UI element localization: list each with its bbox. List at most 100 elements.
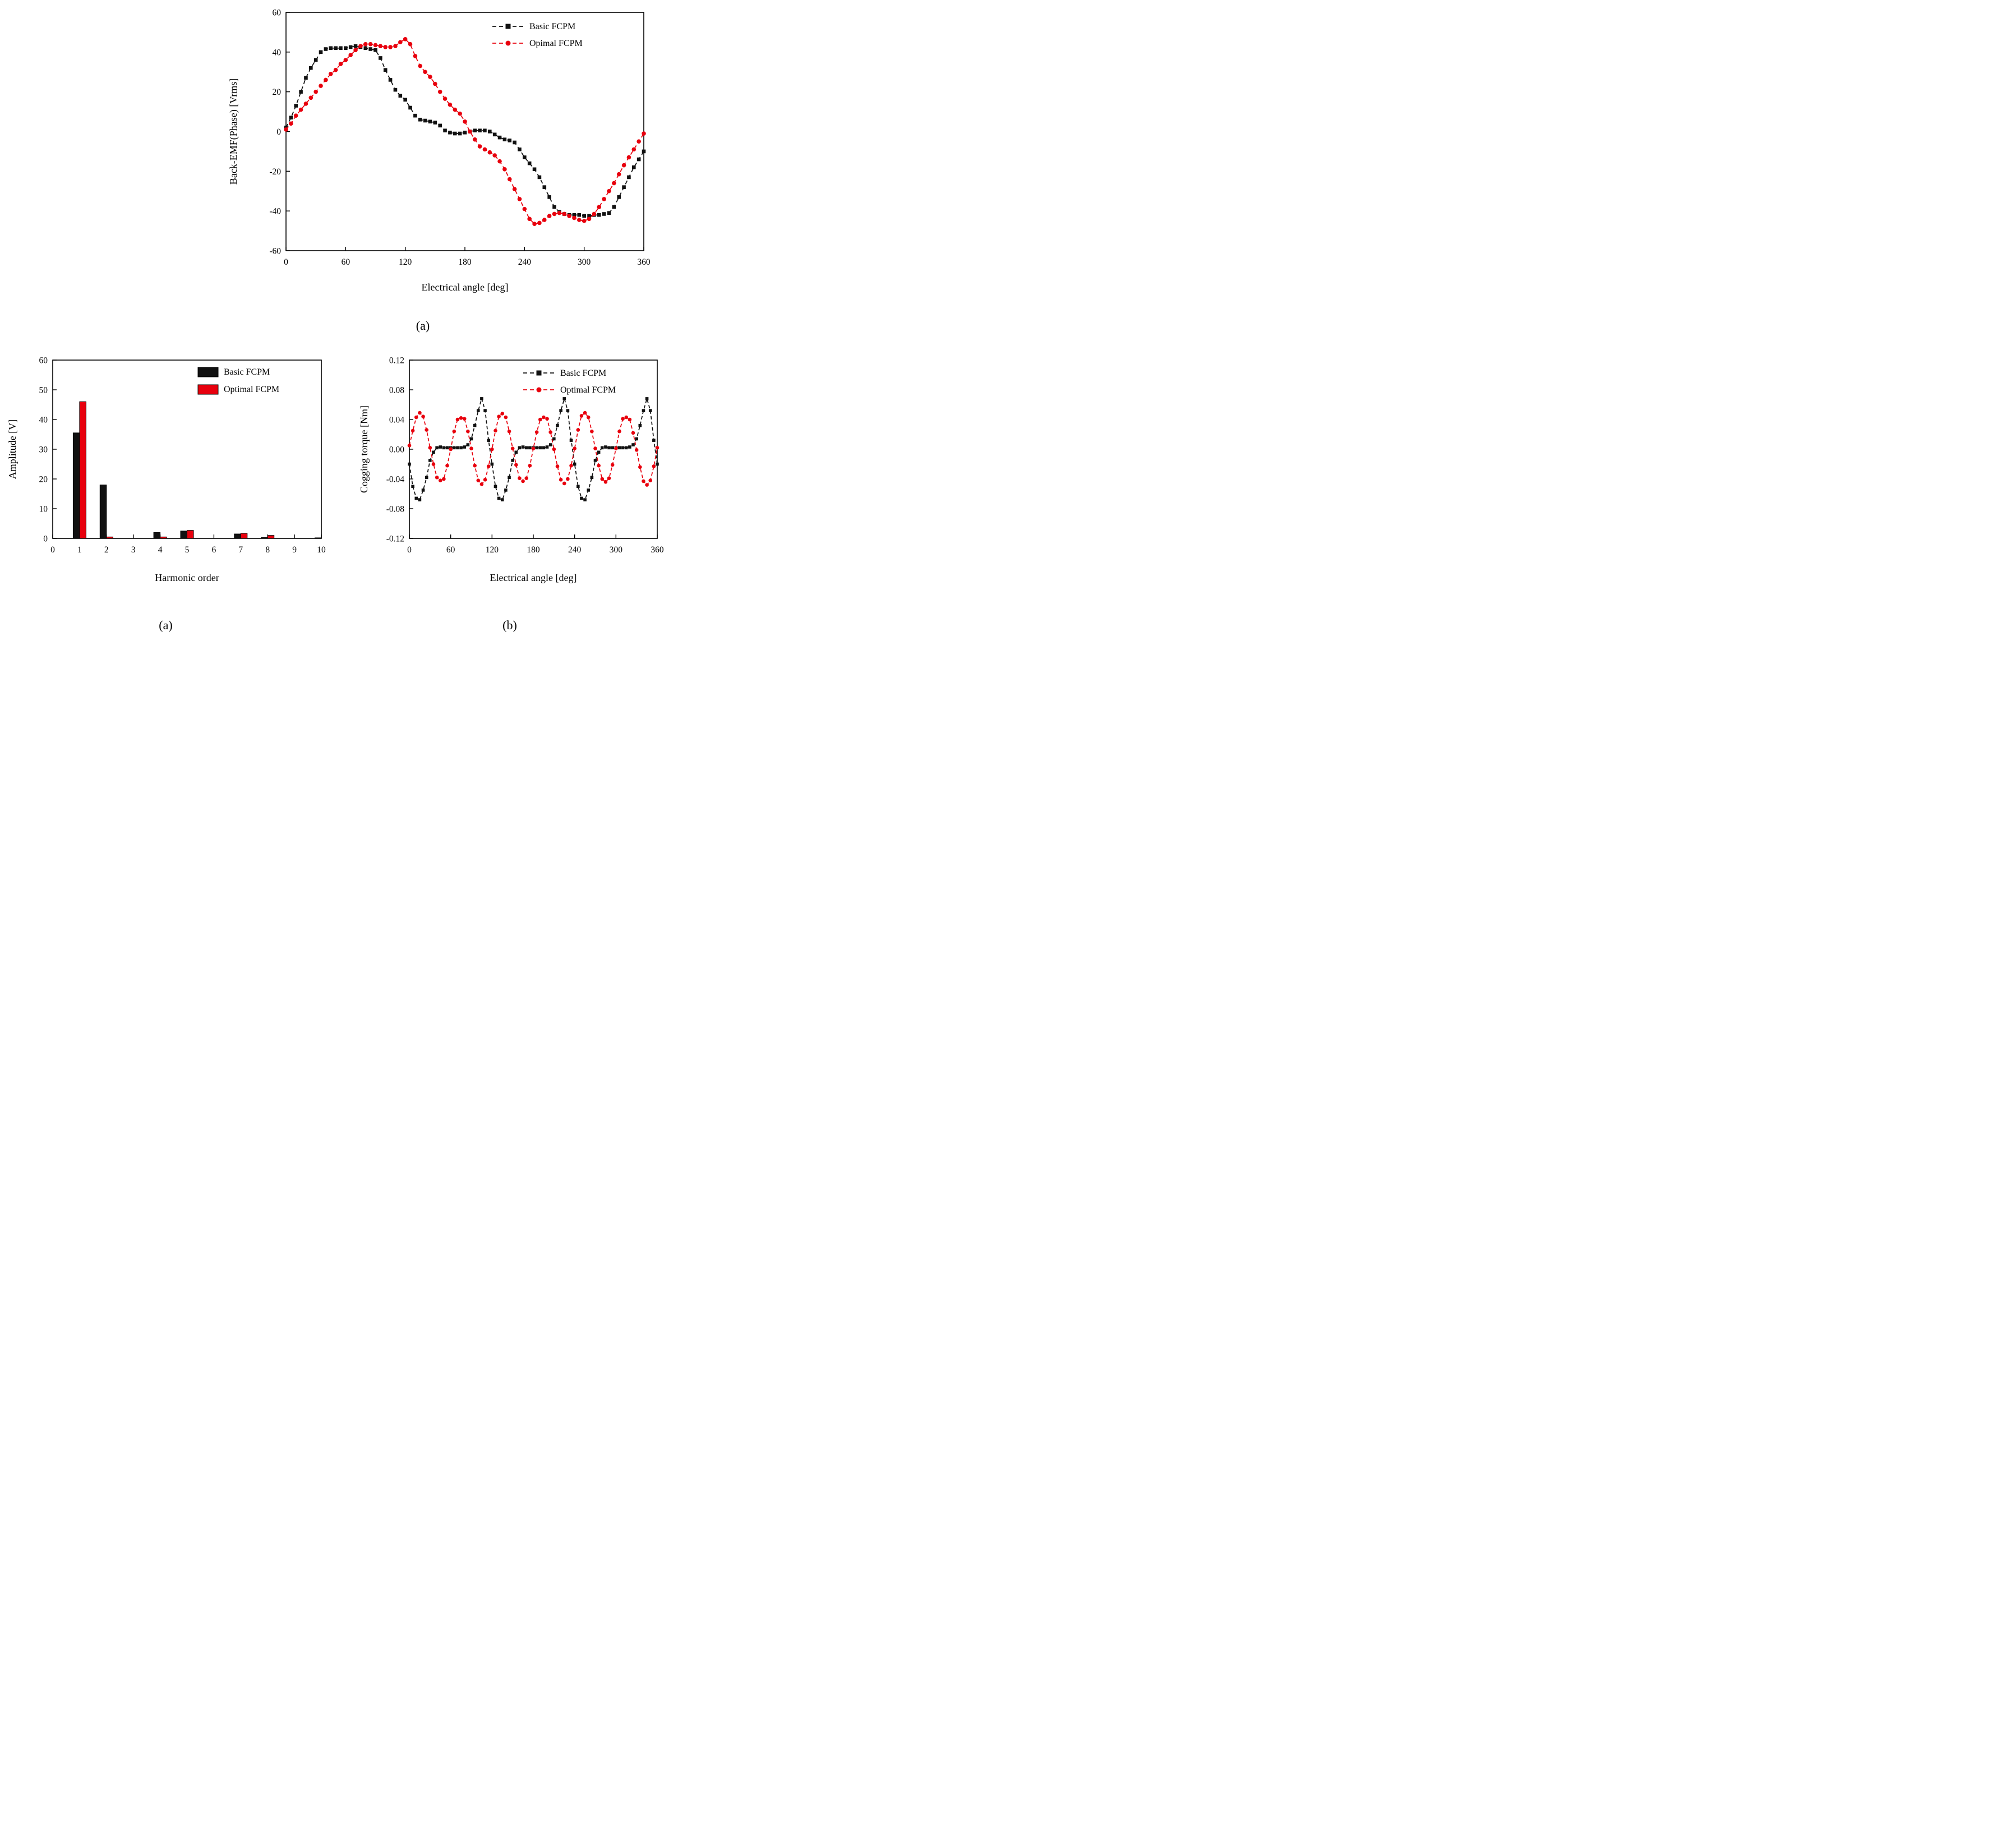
marker-square — [304, 76, 308, 80]
marker-circle — [555, 464, 560, 468]
marker-square — [573, 462, 576, 466]
marker-circle — [348, 53, 353, 57]
y-tick-label: 20 — [39, 475, 48, 485]
caption-bottom-left: (a) — [159, 618, 173, 632]
legend-label-basic-fcpm: Basic FCPM — [224, 367, 270, 377]
x-axis-label: Electrical angle [deg] — [422, 282, 509, 293]
marker-circle — [486, 464, 491, 468]
marker-square — [635, 437, 638, 441]
y-tick-label: 0.12 — [389, 356, 404, 366]
marker-circle — [652, 464, 656, 468]
marker-circle — [537, 220, 542, 225]
marker-square — [642, 409, 645, 412]
marker-square — [532, 167, 537, 172]
marker-circle — [452, 429, 456, 434]
marker-circle — [562, 211, 567, 216]
marker-circle — [572, 215, 576, 220]
marker-square — [456, 446, 459, 450]
marker-circle — [617, 429, 621, 434]
marker-circle — [466, 429, 470, 434]
marker-circle — [293, 113, 298, 118]
marker-square — [418, 117, 422, 122]
y-tick-label: 40 — [39, 416, 48, 425]
marker-circle — [353, 48, 358, 53]
marker-circle — [597, 205, 602, 209]
harmonics-chart-col: 0 1 2 3 4 5 6 7 8 9 10 0 10 20 30 40 50 60 Harmonic order A… — [4, 352, 327, 633]
marker-square — [494, 485, 497, 489]
x-tick-label: 9 — [292, 545, 297, 555]
y-tick-label: 60 — [39, 356, 48, 366]
y-tick-label: 60 — [273, 8, 282, 18]
marker-square — [587, 214, 591, 218]
marker-circle — [462, 417, 467, 421]
marker-circle — [542, 218, 547, 222]
x-tick-label: 10 — [317, 545, 326, 555]
marker-circle — [510, 446, 515, 450]
marker-square — [403, 98, 407, 102]
marker-square — [453, 446, 456, 450]
marker-square — [593, 459, 597, 462]
x-tick-label: 0 — [284, 257, 288, 267]
marker-circle — [593, 446, 597, 450]
y-axis-label: Cogging torque [Nm] — [358, 405, 370, 493]
bar-basic-fcpm-h5 — [180, 531, 187, 539]
marker-square — [490, 462, 494, 466]
marker-square — [502, 137, 507, 141]
marker-circle — [477, 144, 482, 149]
marker-square — [624, 446, 628, 450]
bar-basic-fcpm-h2 — [99, 485, 107, 539]
marker-circle — [333, 67, 338, 72]
marker-square — [463, 445, 467, 449]
marker-square — [631, 165, 636, 169]
marker-square — [487, 439, 490, 442]
marker-circle — [557, 210, 562, 215]
x-tick-label: 6 — [212, 545, 216, 555]
marker-circle — [612, 181, 616, 186]
marker-circle — [343, 58, 348, 62]
marker-circle — [614, 446, 618, 450]
y-tick-label: -0.04 — [386, 475, 405, 485]
marker-square — [443, 128, 447, 133]
marker-circle — [559, 478, 563, 482]
x-tick-label: 120 — [399, 257, 412, 267]
marker-circle — [469, 446, 473, 450]
marker-circle — [538, 417, 542, 422]
y-tick-label: 0.08 — [389, 386, 404, 395]
marker-square — [600, 446, 604, 450]
bar-optimal-fcpm-h5 — [187, 530, 194, 539]
marker-circle — [507, 177, 512, 182]
x-tick-label: 240 — [568, 545, 582, 555]
marker-circle — [528, 463, 532, 468]
marker-square — [432, 450, 435, 454]
marker-circle — [487, 150, 492, 155]
marker-circle — [453, 107, 458, 112]
marker-square — [379, 56, 382, 60]
marker-square — [523, 155, 527, 159]
marker-circle — [408, 42, 413, 47]
marker-square — [500, 498, 504, 501]
marker-square — [476, 409, 480, 412]
marker-square — [642, 149, 646, 154]
marker-square — [435, 446, 439, 450]
marker-square — [577, 213, 582, 217]
legend-label-basic-fcpm: Basic FCPM — [560, 368, 606, 378]
marker-circle — [421, 414, 425, 418]
marker-square — [542, 185, 547, 189]
marker-circle — [586, 415, 591, 420]
y-tick-label: 0 — [43, 534, 48, 544]
marker-circle — [414, 415, 418, 420]
marker-circle — [645, 483, 649, 487]
bar-optimal-fcpm-h2 — [106, 536, 113, 539]
marker-circle — [428, 75, 432, 79]
bar-optimal-fcpm-h7 — [240, 533, 248, 539]
marker-square — [556, 423, 559, 427]
marker-circle — [573, 446, 576, 450]
marker-circle — [418, 411, 422, 415]
marker-circle — [442, 477, 446, 481]
marker-square — [548, 443, 552, 446]
figure-page: 0 60 120 180 240 300 360 -60 -40 -20 0 20 40 60 Electr… — [0, 0, 666, 632]
marker-circle — [448, 102, 453, 107]
marker-square — [329, 46, 333, 50]
marker-square — [538, 446, 542, 450]
marker-square — [438, 123, 442, 128]
